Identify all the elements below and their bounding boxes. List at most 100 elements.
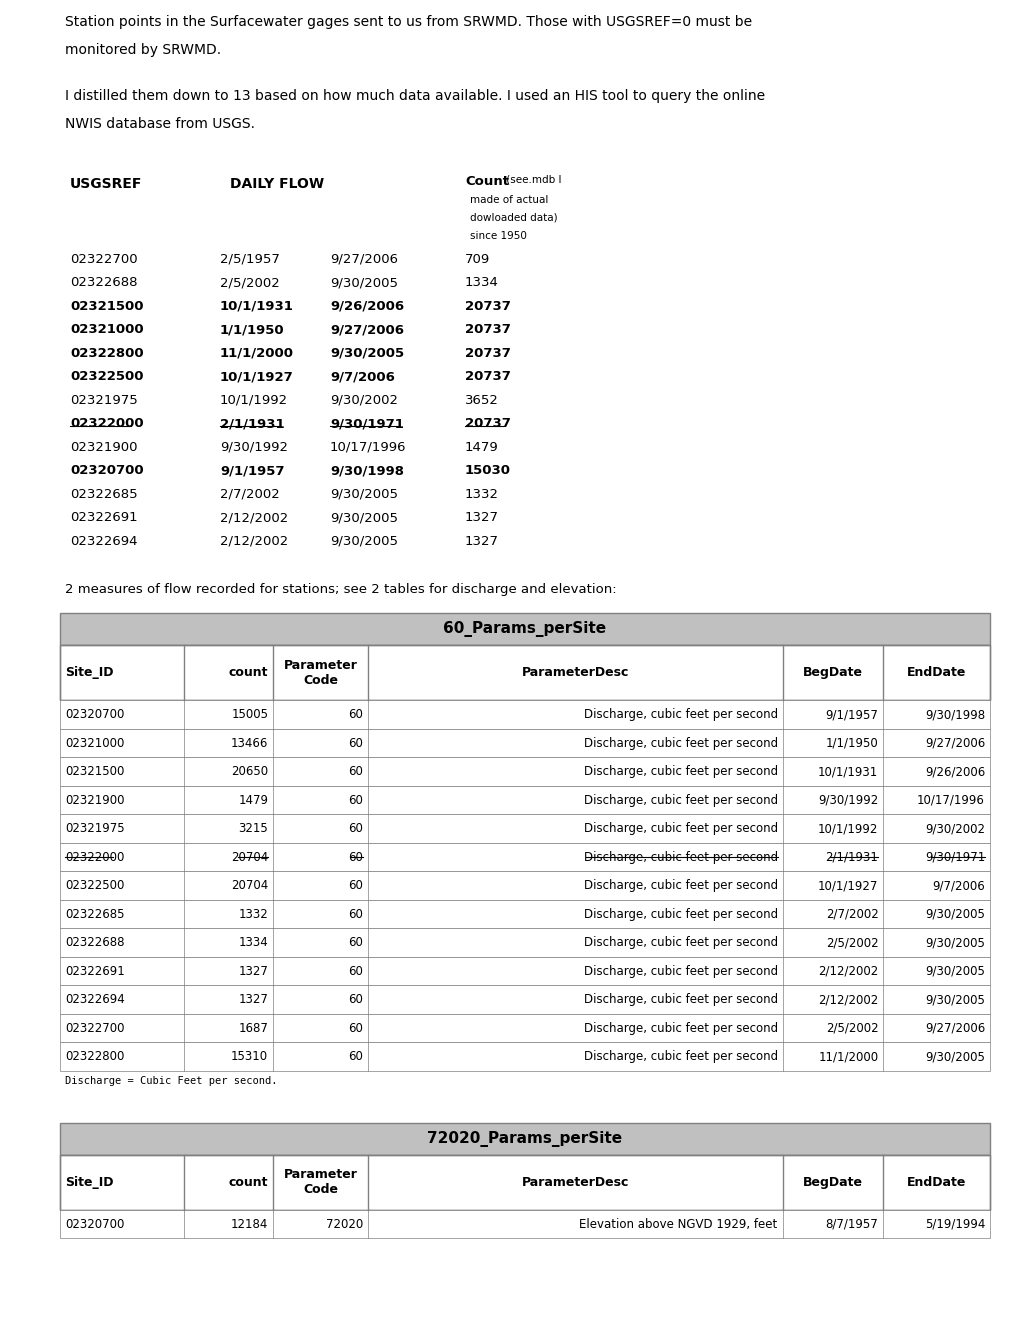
Text: 10/1/1992: 10/1/1992	[220, 393, 287, 407]
Text: 9/7/2006: 9/7/2006	[330, 371, 394, 384]
Text: 11/1/2000: 11/1/2000	[817, 1051, 877, 1063]
Text: 72020_Params_perSite: 72020_Params_perSite	[427, 1131, 622, 1147]
Text: ParameterDesc: ParameterDesc	[521, 667, 629, 680]
Text: 3215: 3215	[238, 822, 268, 836]
Text: 2 measures of flow recorded for stations; see 2 tables for discharge and elevati: 2 measures of flow recorded for stations…	[65, 583, 616, 597]
Text: 02322694: 02322694	[65, 993, 124, 1006]
Text: Discharge, cubic feet per second: Discharge, cubic feet per second	[583, 851, 776, 863]
Text: 9/26/2006: 9/26/2006	[924, 766, 984, 779]
Text: 2/7/2002: 2/7/2002	[220, 488, 279, 502]
FancyBboxPatch shape	[60, 957, 989, 986]
Text: 2/5/1957: 2/5/1957	[220, 253, 279, 267]
Text: Count: Count	[465, 176, 508, 187]
Text: Discharge, cubic feet per second: Discharge, cubic feet per second	[583, 822, 776, 836]
Text: 10/1/1992: 10/1/1992	[817, 822, 877, 836]
Text: 02321000: 02321000	[70, 323, 144, 337]
FancyBboxPatch shape	[60, 928, 989, 957]
FancyBboxPatch shape	[60, 701, 989, 729]
Text: 9/30/2002: 9/30/2002	[330, 393, 397, 407]
Text: 02322700: 02322700	[70, 253, 138, 267]
Text: 02322000: 02322000	[70, 417, 144, 430]
Text: 02322688: 02322688	[65, 936, 124, 949]
Text: 60: 60	[347, 709, 363, 721]
Text: 9/30/2005: 9/30/2005	[924, 908, 984, 921]
Text: 60: 60	[347, 822, 363, 836]
Text: 02322000: 02322000	[65, 851, 124, 863]
Text: 02321500: 02321500	[65, 766, 124, 779]
Text: 10/1/1927: 10/1/1927	[220, 371, 293, 384]
FancyBboxPatch shape	[60, 814, 989, 843]
Text: 8/7/1957: 8/7/1957	[824, 1218, 877, 1230]
FancyBboxPatch shape	[60, 1155, 989, 1210]
Text: 20737: 20737	[465, 371, 511, 384]
Text: Elevation above NGVD 1929, feet: Elevation above NGVD 1929, feet	[579, 1218, 776, 1230]
Text: dowloaded data): dowloaded data)	[470, 213, 557, 223]
Text: 709: 709	[465, 253, 490, 267]
Text: 02322691: 02322691	[65, 965, 124, 978]
Text: EndDate: EndDate	[906, 1176, 965, 1189]
Text: 1332: 1332	[238, 908, 268, 921]
Text: 1479: 1479	[238, 793, 268, 807]
Text: 60: 60	[347, 936, 363, 949]
Text: 02321975: 02321975	[70, 393, 138, 407]
Text: 2/12/2002: 2/12/2002	[220, 511, 288, 524]
FancyBboxPatch shape	[60, 986, 989, 1014]
Text: 2/5/2002: 2/5/2002	[220, 276, 279, 289]
Text: 1334: 1334	[465, 276, 498, 289]
Text: 9/30/2002: 9/30/2002	[924, 822, 984, 836]
Text: 02322800: 02322800	[65, 1051, 124, 1063]
Text: 02322694: 02322694	[70, 535, 138, 548]
Text: 02320700: 02320700	[65, 709, 124, 721]
Text: Discharge, cubic feet per second: Discharge, cubic feet per second	[583, 1051, 776, 1063]
Text: 10/1/1931: 10/1/1931	[220, 300, 293, 313]
Text: I distilled them down to 13 based on how much data available. I used an HIS tool: I distilled them down to 13 based on how…	[65, 88, 764, 103]
Text: 02322700: 02322700	[65, 1022, 124, 1035]
Text: 02321000: 02321000	[65, 737, 124, 750]
Text: EndDate: EndDate	[906, 667, 965, 680]
Text: 60: 60	[347, 965, 363, 978]
Text: made of actual: made of actual	[470, 195, 548, 205]
Text: (see.mdb I: (see.mdb I	[502, 176, 560, 185]
Text: 10/1/1927: 10/1/1927	[817, 879, 877, 892]
Text: 02321900: 02321900	[70, 441, 138, 454]
Text: 02322685: 02322685	[65, 908, 124, 921]
FancyBboxPatch shape	[60, 1210, 989, 1238]
Text: Discharge, cubic feet per second: Discharge, cubic feet per second	[583, 993, 776, 1006]
Text: 9/27/2006: 9/27/2006	[924, 1022, 984, 1035]
Text: Parameter
Code: Parameter Code	[283, 659, 358, 686]
Text: 10/17/1996: 10/17/1996	[330, 441, 407, 454]
Text: 60: 60	[347, 737, 363, 750]
Text: 2/12/2002: 2/12/2002	[817, 965, 877, 978]
Text: 10/17/1996: 10/17/1996	[916, 793, 984, 807]
FancyBboxPatch shape	[60, 1043, 989, 1071]
Text: Discharge, cubic feet per second: Discharge, cubic feet per second	[583, 766, 776, 779]
Text: 9/30/2005: 9/30/2005	[330, 276, 397, 289]
Text: 20704: 20704	[230, 851, 268, 863]
Text: 02322500: 02322500	[65, 879, 124, 892]
Text: 02322691: 02322691	[70, 511, 138, 524]
Text: DAILY FLOW: DAILY FLOW	[229, 177, 324, 191]
Text: 9/30/2005: 9/30/2005	[330, 488, 397, 502]
Text: 9/27/2006: 9/27/2006	[330, 253, 397, 267]
Text: 1327: 1327	[238, 993, 268, 1006]
Text: 15005: 15005	[231, 709, 268, 721]
Text: 9/7/2006: 9/7/2006	[931, 879, 984, 892]
Text: 2/1/1931: 2/1/1931	[220, 417, 284, 430]
FancyBboxPatch shape	[60, 900, 989, 928]
Text: 02322500: 02322500	[70, 371, 144, 384]
Text: since 1950: since 1950	[470, 231, 527, 242]
Text: 02320700: 02320700	[70, 465, 144, 478]
Text: NWIS database from USGS.: NWIS database from USGS.	[65, 117, 255, 131]
FancyBboxPatch shape	[60, 614, 989, 645]
FancyBboxPatch shape	[60, 645, 989, 701]
Text: 3652: 3652	[465, 393, 498, 407]
Text: 9/30/2005: 9/30/2005	[924, 965, 984, 978]
Text: 9/30/1971: 9/30/1971	[924, 851, 984, 863]
Text: 60: 60	[347, 879, 363, 892]
Text: 9/30/1992: 9/30/1992	[220, 441, 287, 454]
Text: 2/12/2002: 2/12/2002	[817, 993, 877, 1006]
Text: 12184: 12184	[230, 1218, 268, 1230]
Text: 02321900: 02321900	[65, 793, 124, 807]
Text: Discharge, cubic feet per second: Discharge, cubic feet per second	[583, 936, 776, 949]
Text: 9/30/2005: 9/30/2005	[330, 511, 397, 524]
